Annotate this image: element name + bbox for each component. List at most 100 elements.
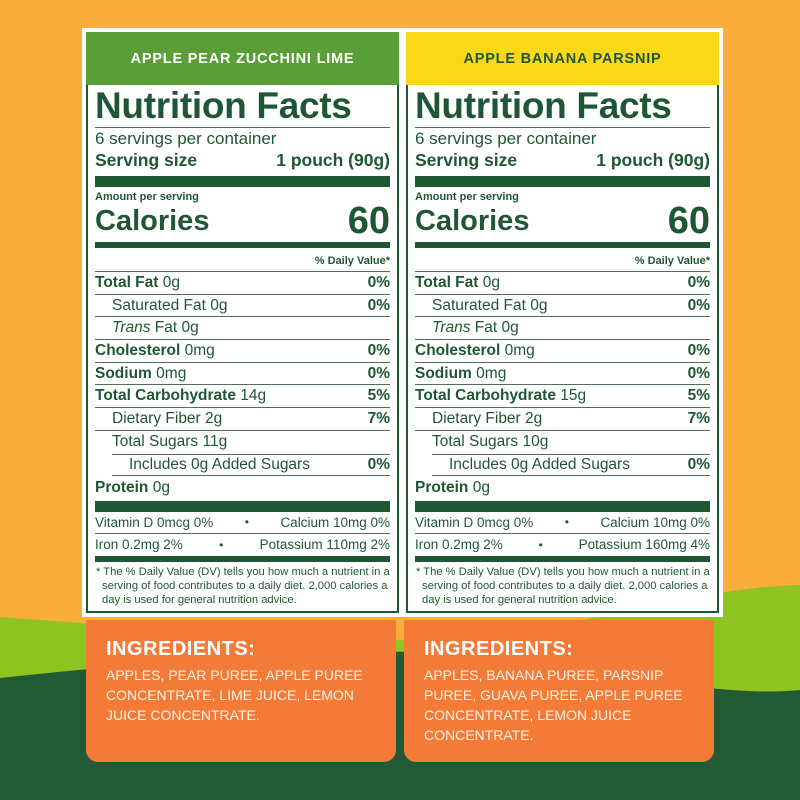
servings-per-container: 6 servings per container	[415, 129, 597, 148]
nutrient-dv: 0%	[687, 273, 710, 291]
nutrient-dv: 5%	[367, 387, 390, 405]
calories-label: Calories	[415, 205, 530, 237]
nutrient-label: Total Fat	[95, 273, 159, 291]
calories-row: Calories 60	[95, 200, 390, 242]
calories-value: 60	[347, 200, 390, 242]
nutrient-row-total-fat: Total Fat 0g 0%	[95, 272, 390, 295]
amount-per-serving: Amount per serving	[415, 191, 519, 203]
serving-size-value: 1 pouch (90g)	[596, 150, 710, 170]
ingredients-title: INGREDIENTS:	[424, 638, 574, 660]
nutrient-dv: 0%	[687, 364, 710, 382]
nutrient-label: Cholesterol	[415, 341, 501, 359]
nutrient-row-total-sugars: Total Sugars 10g	[415, 431, 710, 454]
potassium: Potassium 160mg 4%	[578, 537, 710, 553]
nutrient-label: Saturated Fat	[112, 296, 206, 314]
nutrient-row-dietary-fiber: Dietary Fiber 2g 7%	[95, 408, 390, 431]
nutrient-row-cholesterol: Cholesterol 0mg 0%	[95, 340, 390, 363]
nutrient-amount: 2g	[205, 409, 223, 427]
nutrient-amount: 0mg	[476, 364, 507, 382]
nutrient-label: Total Carbohydrate	[95, 387, 236, 405]
nutrient-label: Cholesterol	[95, 341, 181, 359]
nutrient-row-added-sugars: Includes 0g Added Sugars 0%	[432, 453, 710, 477]
nutrient-label: Total Sugars	[112, 433, 199, 451]
nutrient-row-cholesterol: Cholesterol 0mg 0%	[415, 340, 710, 363]
thick-divider	[415, 500, 710, 512]
nutrient-dv: 0%	[687, 455, 710, 473]
nutrient-amount: 11g	[202, 433, 228, 451]
potassium: Potassium 110mg 2%	[259, 537, 390, 553]
nutrient-label: Sodium	[95, 364, 152, 382]
nutrient-row-saturated-fat: Saturated Fat 0g 0%	[95, 295, 390, 318]
nutrient-amount: 0mg	[504, 341, 535, 359]
nutrient-row-sodium: Sodium 0mg 0%	[95, 363, 390, 386]
nutrient-label: Total Fat	[415, 273, 479, 291]
nutrient-dv: 0%	[367, 273, 390, 291]
nutrient-label: Dietary Fiber	[112, 409, 201, 427]
nutrient-label: Protein	[415, 478, 469, 496]
medium-divider	[415, 555, 710, 562]
bullet-separator: •	[219, 537, 224, 552]
nutrient-row-saturated-fat: Saturated Fat 0g 0%	[415, 295, 710, 318]
calories-label: Calories	[95, 205, 210, 237]
iron: Iron 0.2mg 2%	[95, 537, 183, 553]
nutrient-row-trans-fat: Trans Fat 0g	[415, 317, 710, 341]
ingredients-text: APPLES, BANANA PUREE, PARSNIP PUREE, GUA…	[424, 667, 683, 743]
nutrient-row-total-carbohydrate: Total Carbohydrate 15g 5%	[415, 385, 710, 409]
nutrient-label: Fat	[154, 319, 178, 337]
vitamin-d: Vitamin D 0mcg 0%	[95, 514, 214, 530]
product-name-header: APPLE BANANA PARSNIP	[406, 32, 719, 85]
nutrient-amount: 0mg	[156, 364, 187, 382]
vitamin-row-1: Vitamin D 0mcg 0% • Calcium 10mg 0%	[95, 512, 390, 534]
serving-size-row: Serving size 1 pouch (90g)	[415, 149, 710, 171]
nutrient-row-added-sugars: Includes 0g Added Sugars 0%	[112, 453, 390, 477]
nutrient-dv: 0%	[367, 455, 390, 473]
nutrient-dv: 0%	[367, 296, 390, 314]
nutrient-row-protein: Protein 0g	[95, 476, 390, 499]
nutrient-row-protein: Protein 0g	[415, 476, 710, 499]
iron: Iron 0.2mg 2%	[415, 537, 503, 553]
nutrient-label-italic: Trans	[112, 319, 151, 337]
bullet-separator: •	[564, 515, 569, 530]
vitamin-row-1: Vitamin D 0mcg 0% • Calcium 10mg 0%	[415, 512, 710, 534]
medium-divider	[415, 242, 710, 248]
amount-per-serving: Amount per serving	[95, 191, 199, 203]
nutrient-row-total-fat: Total Fat 0g 0%	[415, 272, 710, 295]
nutrition-card-apple-pear-zucchini-lime: APPLE PEAR ZUCCHINI LIME Nutrition Facts…	[82, 28, 403, 617]
ingredients-box-apple-pear-zucchini-lime: INGREDIENTS: APPLES, PEAR PUREE, APPLE P…	[86, 620, 396, 762]
serving-size-row: Serving size 1 pouch (90g)	[95, 149, 390, 171]
nutrient-dv: 0%	[367, 364, 390, 382]
nutrition-facts-title: Nutrition Facts	[415, 85, 710, 128]
ingredients-box-apple-banana-parsnip: INGREDIENTS: APPLES, BANANA PUREE, PARSN…	[404, 620, 714, 762]
nutrient-dv: 7%	[687, 409, 710, 427]
nutrient-amount: 0g	[210, 296, 228, 314]
medium-divider	[95, 242, 390, 248]
vitamin-row-2: Iron 0.2mg 2% • Potassium 110mg 2%	[95, 534, 390, 556]
calcium: Calcium 10mg 0%	[600, 514, 710, 530]
nutrient-label: Includes 0g Added Sugars	[129, 455, 310, 473]
nutrient-amount: 2g	[525, 409, 543, 427]
vitamin-d: Vitamin D 0mcg 0%	[415, 514, 534, 530]
thick-divider	[95, 176, 390, 187]
nutrient-label: Fat	[474, 319, 498, 337]
daily-value-header: % Daily Value*	[415, 251, 710, 272]
nutrient-row-total-sugars: Total Sugars 11g	[95, 431, 390, 454]
nutrient-amount: 0g	[482, 273, 500, 291]
nutrient-amount: 0g	[501, 319, 519, 337]
daily-value-header: % Daily Value*	[95, 251, 390, 272]
nutrient-label: Total Sugars	[432, 433, 519, 451]
nutrient-dv: 7%	[367, 409, 390, 427]
nutrient-label: Total Carbohydrate	[415, 387, 556, 405]
nutrient-label: Protein	[95, 478, 149, 496]
product-name-header: APPLE PEAR ZUCCHINI LIME	[86, 32, 399, 85]
thick-divider	[415, 176, 710, 187]
nutrient-dv: 5%	[687, 387, 710, 405]
nutrition-facts-label: Nutrition Facts 6 servings per container…	[406, 85, 719, 613]
nutrient-row-sodium: Sodium 0mg 0%	[415, 363, 710, 386]
calcium: Calcium 10mg 0%	[280, 514, 390, 530]
nutrient-label-italic: Trans	[432, 319, 471, 337]
nutrient-dv: 0%	[367, 341, 390, 359]
medium-divider	[95, 555, 390, 562]
serving-size-label: Serving size	[95, 150, 198, 170]
servings-per-container: 6 servings per container	[95, 129, 277, 148]
nutrient-amount: 0g	[152, 478, 170, 496]
